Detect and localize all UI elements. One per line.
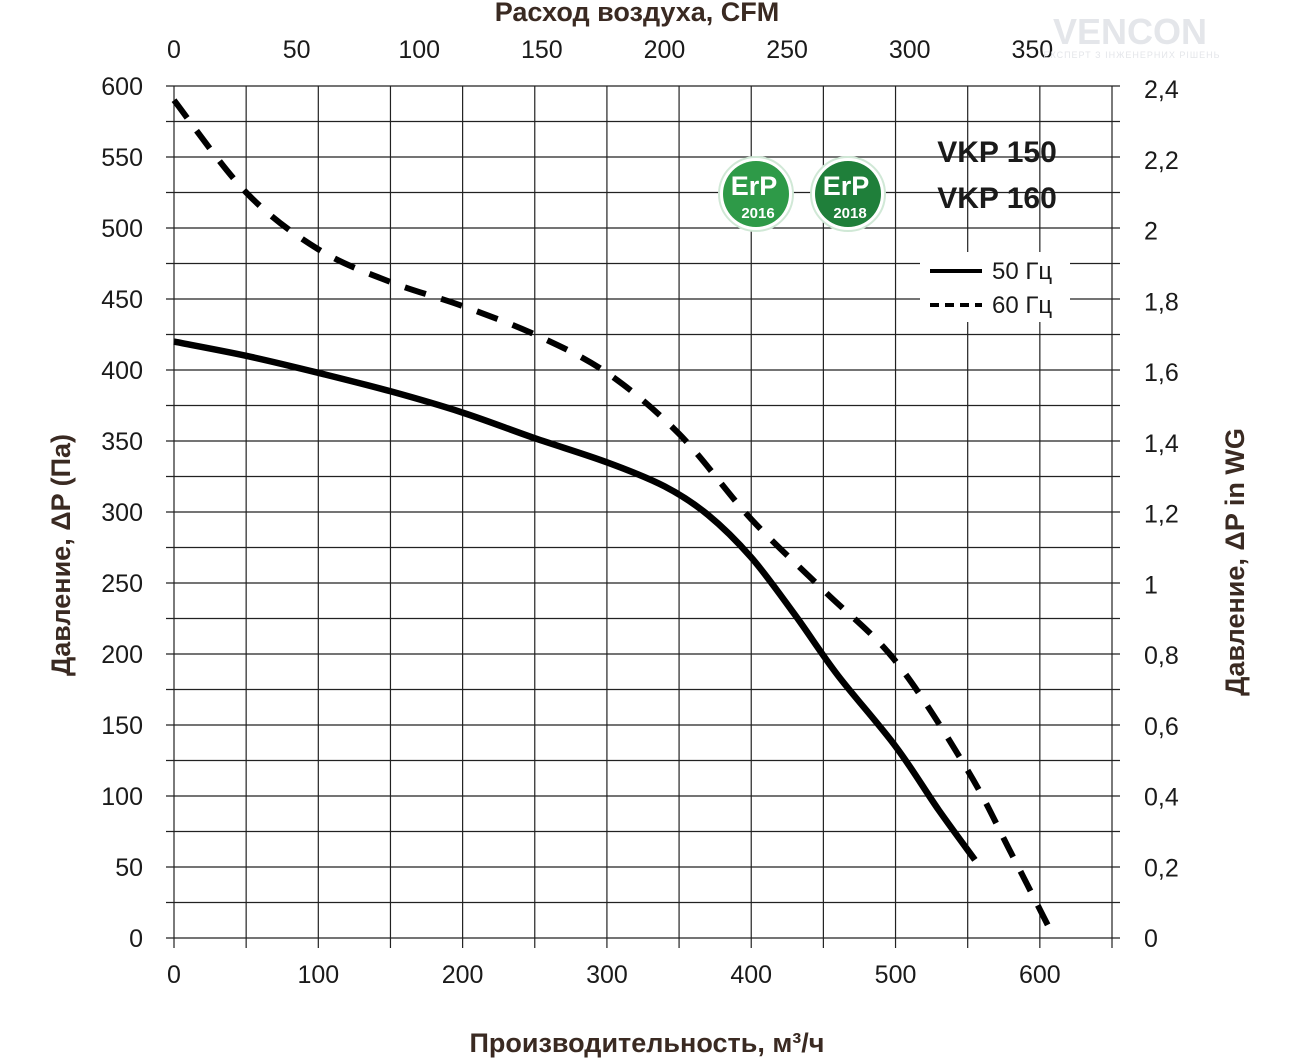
legend-label-60hz: 60 Гц: [992, 292, 1052, 319]
y-tick-label: 50: [115, 854, 143, 882]
erp-2018-year: 2018: [833, 205, 866, 222]
legend-label-50hz: 50 Гц: [992, 258, 1052, 285]
right-tick-label: 0,6: [1144, 713, 1179, 741]
erp-2016-badge: ErP 2016: [718, 156, 794, 232]
y-tick-label: 150: [101, 712, 143, 740]
right-tick-label: 2,4: [1144, 76, 1179, 104]
y-tick-label: 0: [129, 925, 143, 953]
y-tick-label: 350: [101, 428, 143, 456]
tick-labels: 0 100 200 300 400 500 600050100150200250300350…: [101, 36, 1179, 989]
y-tick-label: 450: [101, 286, 143, 314]
top-tick-label: 300: [889, 36, 931, 64]
series-layer: [171, 98, 1057, 940]
y-tick-label: 600: [101, 73, 143, 101]
vencon-logo-tagline: ЕКСПЕРТ З ІНЖЕНЕРНИХ РІШЕНЬ: [1043, 50, 1220, 60]
right-tick-label: 0: [1144, 925, 1158, 953]
y-tick-label: 100: [101, 783, 143, 811]
grid: [166, 85, 1120, 948]
erp-2016-year: 2016: [741, 205, 774, 222]
y-tick-label: 550: [101, 144, 143, 172]
y-tick-label: 200: [101, 641, 143, 669]
top-tick-label: 250: [766, 36, 808, 64]
x-tick-label: 100: [297, 961, 339, 989]
y-axis-title: Давление, ΔP (Па): [46, 434, 76, 676]
series-50hz-line: [173, 338, 978, 862]
top-tick-label: 0: [167, 36, 181, 64]
top-axis-title: Расход воздуха, CFM: [495, 0, 780, 27]
right-tick-label: 1,6: [1144, 359, 1179, 387]
x-tick-label: 300: [586, 961, 628, 989]
model-label-vkp150: VKP 150: [937, 136, 1057, 169]
y-tick-label: 250: [101, 570, 143, 598]
right-tick-label: 1,8: [1144, 288, 1179, 316]
top-tick-label: 350: [1011, 36, 1053, 64]
right-tick-label: 1,4: [1144, 430, 1179, 458]
legend: 50 Гц 60 Гц: [920, 252, 1070, 322]
y-tick-label: 400: [101, 357, 143, 385]
y-tick-label: 300: [101, 499, 143, 527]
x-axis-title: Производительность, м³/ч: [470, 1028, 825, 1058]
x-tick-label: 200: [442, 961, 484, 989]
top-tick-label: 100: [398, 36, 440, 64]
vencon-logo-text: VENCON: [1053, 11, 1207, 52]
right-tick-label: 1,2: [1144, 501, 1179, 529]
x-tick-label: 400: [730, 961, 772, 989]
series-60hz-line: [171, 98, 1057, 940]
x-tick-label: 0: [167, 961, 181, 989]
x-tick-label: 500: [875, 961, 917, 989]
x-tick-label: 600: [1019, 961, 1061, 989]
right-tick-label: 0,8: [1144, 642, 1179, 670]
y-tick-label: 500: [101, 215, 143, 243]
erp-2018-label: ErP: [823, 171, 870, 201]
erp-2018-badge: ErP 2018: [810, 156, 886, 232]
top-tick-label: 200: [644, 36, 686, 64]
top-tick-label: 150: [521, 36, 563, 64]
right-tick-label: 2: [1144, 218, 1158, 246]
right-tick-label: 2,2: [1144, 147, 1179, 175]
right-axis-title: Давление, ΔP in WG: [1220, 428, 1250, 696]
top-tick-label: 50: [283, 36, 311, 64]
vencon-logo: VENCON ЕКСПЕРТ З ІНЖЕНЕРНИХ РІШЕНЬ: [1043, 11, 1220, 60]
erp-2016-label: ErP: [731, 171, 778, 201]
right-tick-label: 0,4: [1144, 784, 1179, 812]
right-tick-label: 0,2: [1144, 854, 1179, 882]
model-label-vkp160: VKP 160: [937, 182, 1057, 215]
right-tick-label: 1: [1144, 571, 1158, 599]
